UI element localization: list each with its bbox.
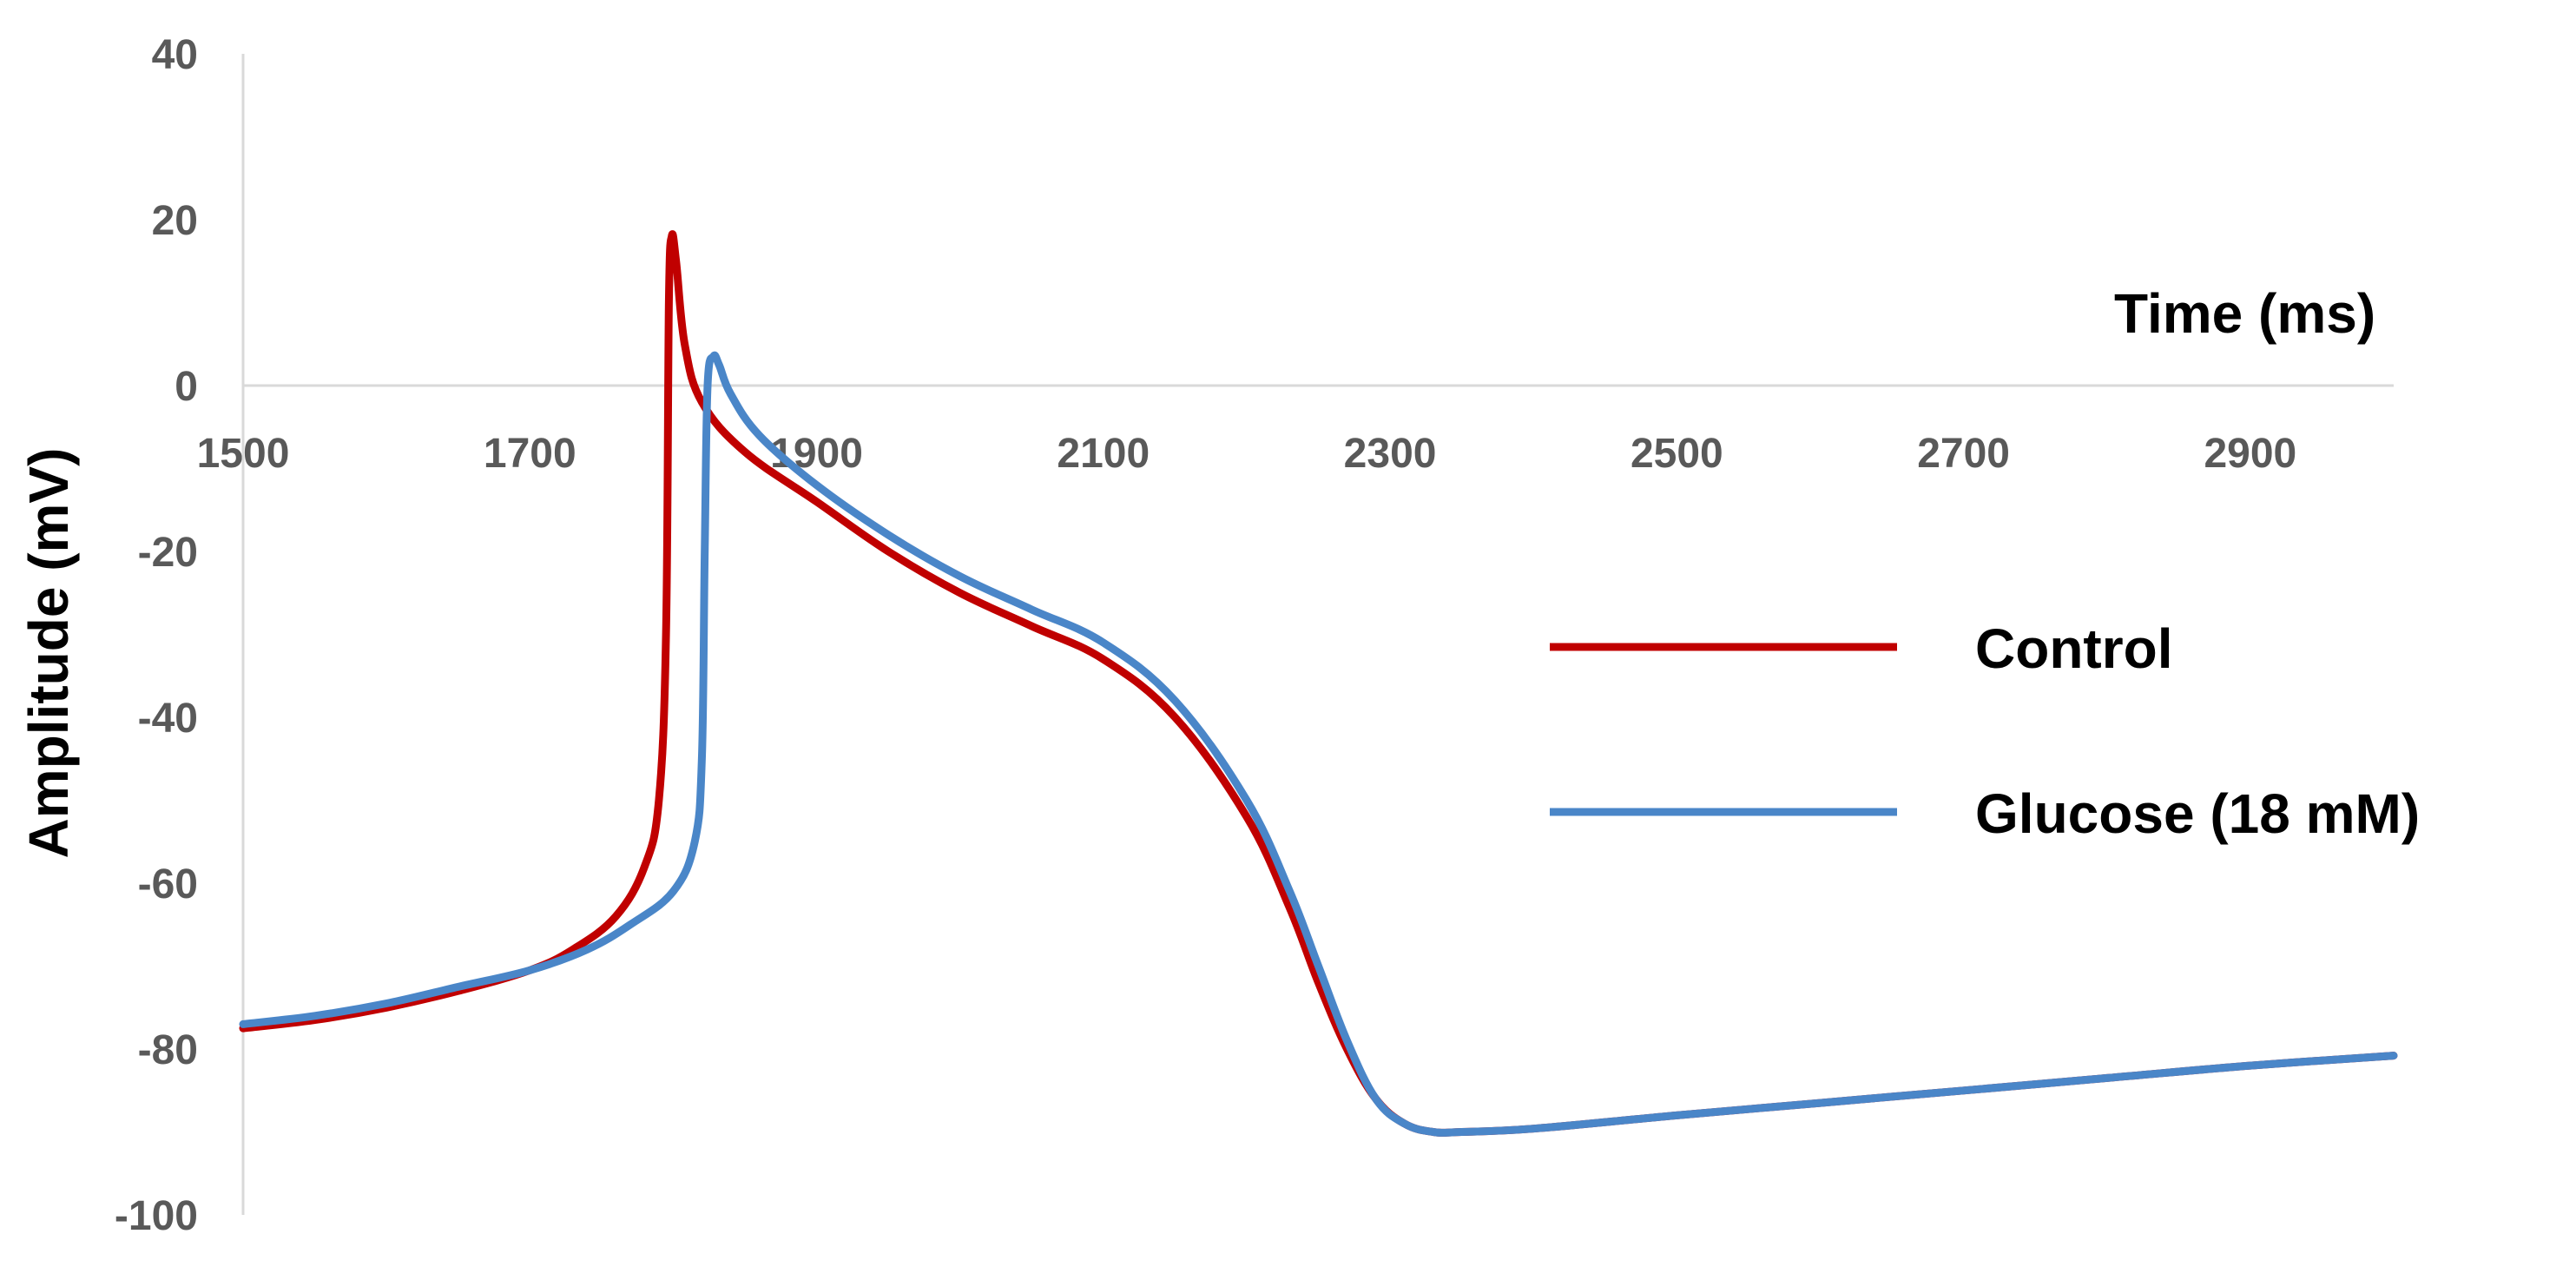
x-tick-labels: 1500 1700 1900 2100 2300 2500 2700 2900 [197,431,2297,477]
legend-label: Control [1975,617,2173,680]
y-tick-label: 20 [152,198,198,244]
y-tick-label: -80 [138,1027,198,1073]
x-tick-label: 2300 [1344,431,1437,477]
y-tick-label: -40 [138,696,198,742]
series-lines [239,230,2398,1137]
x-tick-label: 1900 [770,431,863,477]
x-tick-label: 2700 [1917,431,2010,477]
x-tick-label: 2500 [1631,431,1723,477]
y-tick-labels: 40 20 0 -20 -40 -60 -80 -100 [115,32,198,1239]
y-tick-label: 0 [175,364,198,410]
x-axis-title: Time (ms) [2114,282,2375,345]
y-tick-label: -60 [138,861,198,907]
y-tick-label: 40 [152,32,198,78]
y-tick-label: -20 [138,530,198,576]
y-axis-title: Amplitude (mV) [17,448,80,859]
legend: Control Glucose (18 mM) [1550,617,2420,845]
legend-label: Glucose (18 mM) [1975,782,2420,845]
x-tick-label: 1700 [484,431,576,477]
y-tick-label: -100 [115,1193,198,1239]
x-tick-label: 2900 [2204,431,2296,477]
x-tick-label: 2100 [1057,431,1150,477]
series-line-control [239,230,2398,1137]
series-line-glucose [239,351,2398,1137]
